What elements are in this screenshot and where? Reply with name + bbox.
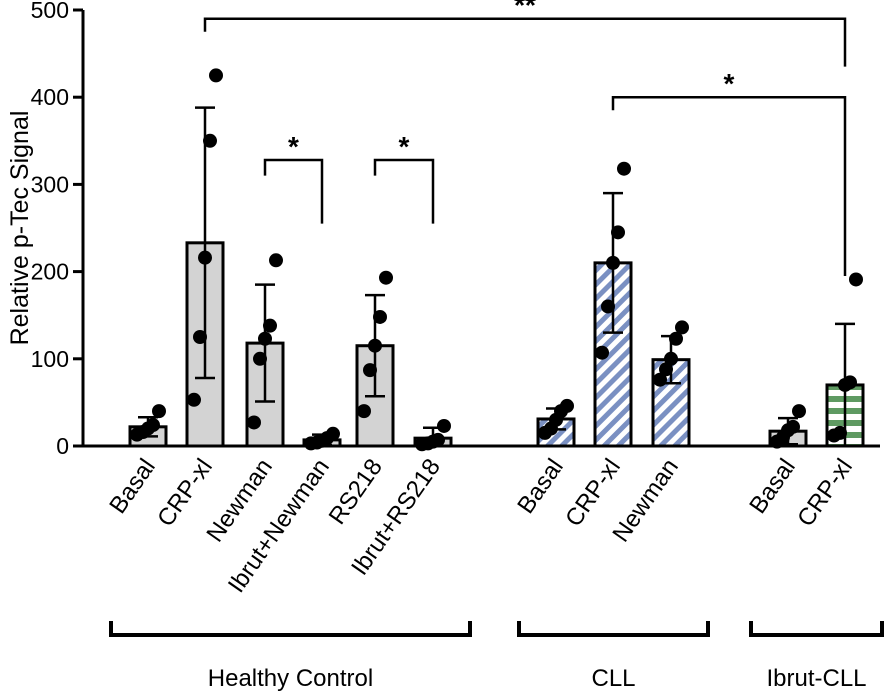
y-tick-label: 100 — [31, 346, 69, 372]
data-point — [664, 351, 678, 366]
data-point — [193, 330, 207, 344]
data-point — [669, 331, 683, 346]
y-tick-label: 200 — [31, 259, 69, 285]
significance-label: * — [399, 131, 410, 162]
significance-bracket — [373, 158, 435, 224]
y-tick-label: 0 — [56, 433, 69, 459]
data-point — [247, 415, 261, 430]
y-tick-label: 400 — [31, 84, 69, 110]
data-point — [357, 404, 371, 419]
data-point — [560, 398, 574, 413]
data-point — [368, 338, 382, 353]
data-point — [198, 250, 212, 265]
data-point — [379, 270, 393, 285]
data-point — [611, 225, 625, 240]
data-point — [363, 363, 377, 378]
data-point — [253, 351, 267, 366]
category-label: CRP-xl — [152, 454, 218, 532]
data-point — [437, 418, 451, 433]
y-axis-title: Relative p-Tec Signal — [6, 111, 34, 346]
group-bracket — [749, 621, 884, 637]
data-point — [373, 309, 387, 324]
data-point — [431, 432, 445, 447]
significance-label: * — [724, 68, 735, 99]
data-point — [326, 426, 340, 441]
y-tick-label: 500 — [31, 0, 69, 23]
significance-label: ** — [514, 0, 536, 21]
plot-area: 0100200300400500BasalCRP-xlNewmanIbrut+N… — [31, 0, 884, 692]
significance-bracket — [203, 17, 847, 67]
data-point — [269, 253, 283, 268]
significance-bracket — [611, 95, 847, 276]
data-point — [786, 419, 800, 434]
data-point — [849, 272, 863, 287]
data-point — [606, 255, 620, 270]
category-label: Basal — [104, 454, 161, 519]
significance-label: * — [288, 131, 299, 162]
category-label: Basal — [744, 454, 801, 519]
group-bracket — [109, 621, 472, 637]
data-point — [203, 133, 217, 148]
data-point — [675, 320, 689, 335]
group-label: Ibrut-CLL — [766, 665, 866, 692]
group-label: CLL — [591, 665, 635, 692]
data-point — [258, 331, 272, 346]
category-label: Basal — [512, 454, 569, 519]
group-bracket — [517, 621, 710, 637]
category-label: CRP-xl — [792, 454, 858, 532]
data-point — [792, 404, 806, 419]
data-point — [152, 404, 166, 419]
data-point — [209, 68, 223, 83]
data-point — [843, 375, 857, 390]
data-point — [595, 345, 609, 360]
data-point — [601, 299, 615, 314]
significance-bracket — [263, 158, 324, 224]
data-point — [653, 372, 667, 387]
data-point — [833, 425, 847, 440]
data-point — [263, 318, 277, 333]
data-point — [146, 418, 160, 433]
group-label: Healthy Control — [208, 665, 373, 692]
y-tick-label: 300 — [31, 171, 69, 197]
data-point — [187, 392, 201, 407]
data-point — [617, 161, 631, 176]
data-point — [659, 362, 673, 377]
